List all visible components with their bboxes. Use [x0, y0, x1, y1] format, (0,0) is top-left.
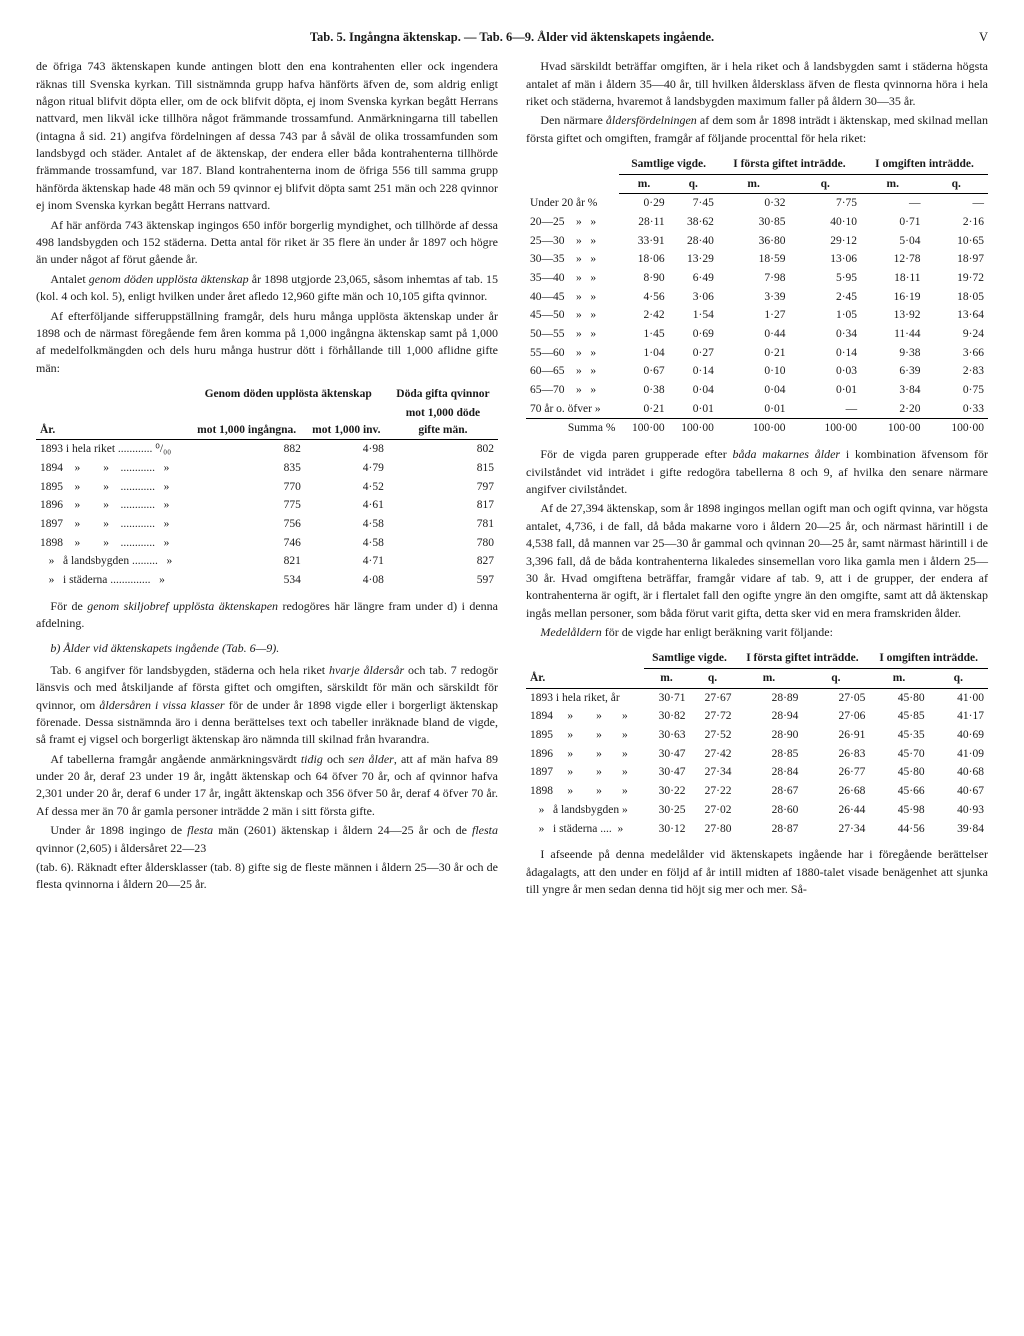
table1-col-c2: mot 1,000 döde gifte män. — [388, 404, 498, 440]
table-row: 1896 » » »30·4727·4228·8526·8345·7041·09 — [526, 745, 988, 764]
p-right-5: Af de 27,394 äktenskap, som år 1898 ingi… — [526, 500, 988, 622]
t3-h-forsta: I första giftet inträdde. — [736, 649, 870, 668]
t2-h-samtlige: Samtlige vigde. — [619, 155, 717, 174]
p-right-4: För de vigda paren grupperade efter båda… — [526, 446, 988, 498]
table-row: 20—25 » »28·1138·6230·8540·100·712·16 — [526, 213, 988, 232]
table-row: 45—50 » »2·421·541·271·0513·9213·64 — [526, 306, 988, 325]
page-header: Tab. 5. Ingångna äktenskap. — Tab. 6—9. … — [36, 28, 988, 46]
p-left-5: För de genom skiljobref upplösta äktensk… — [36, 598, 498, 633]
table-row: 50—55 » »1·450·690·440·3411·449·24 — [526, 325, 988, 344]
table-row: » i städerna .............. »5344·08597 — [36, 571, 498, 590]
section-b-heading: b) Ålder vid äktenskapets ingående (Tab.… — [36, 640, 498, 657]
table-row: 1895 » » ............ »7704·52797 — [36, 478, 498, 497]
t2-h-omgift: I omgiften inträdde. — [861, 155, 988, 174]
p-right-3: Den närmare åldersfördelningen af dem so… — [526, 112, 988, 147]
table-row: 1894 » » »30·8227·7228·9427·0645·8541·17 — [526, 707, 988, 726]
table1-col-b1: mot 1,000 ingångna. — [188, 404, 304, 440]
t3-h-omgift: I omgiften inträdde. — [869, 649, 988, 668]
table1-col-b2: mot 1,000 inv. — [305, 404, 388, 440]
table-row: 1893 i hela riket ............ ⁰/₀₀8824·… — [36, 440, 498, 459]
p-left-1: de öfriga 743 äktenskapen kunde antingen… — [36, 58, 498, 215]
table-row: » å landsbygden »30·2527·0228·6026·4445·… — [526, 801, 988, 820]
table-row: 1897 » » »30·4727·3428·8426·7745·8040·68 — [526, 763, 988, 782]
table-row: 30—35 » »18·0613·2918·5913·0612·7818·97 — [526, 250, 988, 269]
table-row: 55—60 » »1·040·270·210·149·383·66 — [526, 344, 988, 363]
page-number: V — [979, 28, 988, 46]
p-right-1: (tab. 6). Räknadt efter åldersklasser (t… — [36, 859, 498, 894]
table-row: 35—40 » »8·906·497·985·9518·1119·72 — [526, 269, 988, 288]
table-dissolved-marriages: År. Genom döden upplösta äktenskap Döda … — [36, 385, 498, 589]
table-row: 1896 » » ............ »7754·61817 — [36, 496, 498, 515]
p-left-8: Under år 1898 ingingo de flesta män (260… — [36, 822, 498, 857]
table1-col-year: År. — [36, 385, 188, 440]
table-row: 60—65 » »0·670·140·100·036·392·83 — [526, 362, 988, 381]
table-row: 65—70 » »0·380·040·040·013·840·75 — [526, 381, 988, 400]
table-age-distribution: Samtlige vigde. I första giftet inträdde… — [526, 155, 988, 438]
table-row: 1897 » » ............ »7564·58781 — [36, 515, 498, 534]
table-row: 40—45 » »4·563·063·392·4516·1918·05 — [526, 288, 988, 307]
table-row: 1898 » » ............ »7464·58780 — [36, 534, 498, 553]
table-row: 70 år o. öfver »0·210·010·01—2·200·33 — [526, 400, 988, 419]
p-right-6: Medelåldern för de vigde har enligt berä… — [526, 624, 988, 641]
t2-sum-row: Summa % 100·00 100·00 100·00 100·00 100·… — [526, 419, 988, 438]
p-left-3: Antalet genom döden upplösta äktenskap å… — [36, 271, 498, 306]
t2-h-forsta: I första giftet inträdde. — [718, 155, 861, 174]
table-row: 1894 » » ............ »8354·79815 — [36, 459, 498, 478]
content-columns: de öfriga 743 äktenskapen kunde antingen… — [36, 58, 988, 898]
table-row: 25—30 » »33·9128·4036·8029·125·0410·65 — [526, 232, 988, 251]
p-left-2: Af här anförda 743 äktenskap ingingos 65… — [36, 217, 498, 269]
table-row: Under 20 år %0·297·450·327·75—— — [526, 194, 988, 213]
table-row: 1895 » » »30·6327·5228·9026·9145·3540·69 — [526, 726, 988, 745]
table-mean-age: Samtlige vigde. I första giftet inträdde… — [526, 649, 988, 838]
table-row: 1893 i hela riket, år30·7127·6728·8927·0… — [526, 688, 988, 707]
p-left-4: Af efterföljande sifferuppställning fram… — [36, 308, 498, 378]
p-right-2: Hvad särskildt beträffar omgiften, är i … — [526, 58, 988, 110]
table1-col-c-top: Döda gifta qvinnor — [388, 385, 498, 404]
table-row: » å landsbygden ......... »8214·71827 — [36, 552, 498, 571]
header-title: Tab. 5. Ingångna äktenskap. — Tab. 6—9. … — [310, 30, 714, 44]
table-row: 1898 » » »30·2227·2228·6726·6845·6640·67 — [526, 782, 988, 801]
p-left-7: Af tabellerna framgår angående anmärknin… — [36, 751, 498, 821]
table-row: » i städerna .... »30·1227·8028·8727·344… — [526, 820, 988, 839]
t3-h-samtlige: Samtlige vigde. — [644, 649, 736, 668]
p-left-6: Tab. 6 angifver för landsbygden, städern… — [36, 662, 498, 749]
p-right-7: I afseende på denna medelålder vid äkten… — [526, 846, 988, 898]
table1-col-b-top: Genom döden upplösta äktenskap — [188, 385, 387, 404]
